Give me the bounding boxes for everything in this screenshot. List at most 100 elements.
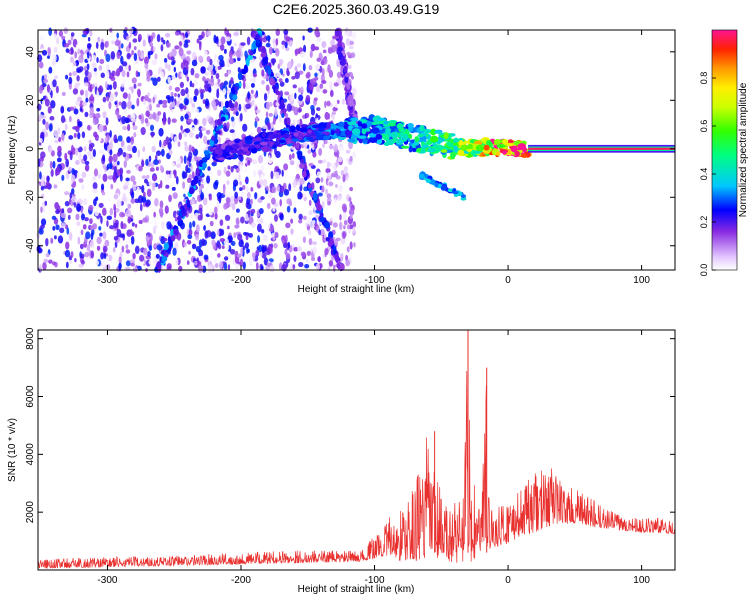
spectrogram-cell — [286, 117, 291, 126]
spectrogram-cell — [125, 260, 131, 267]
spectrogram-cell — [211, 161, 217, 167]
spectrogram-cell — [263, 92, 268, 102]
spectrogram-cell — [244, 178, 249, 183]
spectrogram-cell — [180, 35, 184, 43]
spectrogram-cell — [131, 104, 135, 110]
spectrogram-cell — [138, 165, 143, 172]
spectrogram-cell — [325, 236, 331, 242]
spectrogram-cell — [116, 107, 119, 112]
spectrogram-cell — [162, 237, 168, 242]
spectrogram-cell — [228, 140, 236, 145]
spectrogram-cell — [110, 137, 114, 143]
spectrogram-cell — [174, 217, 178, 222]
spectrogram-cell — [223, 48, 227, 54]
spectrogram-cell — [446, 141, 452, 146]
spectrogram-cell — [207, 62, 214, 72]
spectrogram-cell — [175, 258, 179, 266]
spectrogram-cell — [88, 144, 93, 152]
spectrogram-cell — [217, 157, 226, 161]
spectrogram-cell — [75, 147, 79, 156]
spectrogram-cell — [77, 132, 81, 140]
spectrogram-cell — [90, 93, 94, 100]
spectrogram-cell — [89, 30, 93, 37]
spectrogram-cell — [182, 181, 186, 189]
spectrogram-cell — [56, 157, 62, 163]
spectrogram-cell — [102, 154, 106, 162]
spectrogram-cell — [326, 122, 331, 129]
spectrogram-cell — [256, 126, 262, 134]
spectrogram-cell — [169, 239, 173, 248]
spectrogram-cell — [273, 214, 278, 222]
spectrogram-cell — [252, 73, 258, 78]
spectrogram-cell — [116, 151, 121, 157]
spectrogram-cell — [132, 121, 136, 127]
spectrogram-cell — [70, 251, 74, 258]
spectrogram-cell — [75, 160, 80, 166]
x-tick-label: -300 — [97, 275, 117, 286]
spectrogram-cell — [215, 65, 218, 72]
spectrogram-cell — [52, 261, 56, 266]
spectrogram-cell — [211, 100, 217, 108]
spectrogram-cell — [164, 32, 171, 38]
spectrogram-cell — [147, 92, 151, 97]
spectrogram-cell — [142, 39, 147, 47]
spectrogram-cell — [330, 39, 336, 47]
spectrogram-cell — [267, 124, 271, 131]
spectrogram-cell — [195, 134, 200, 140]
spectrogram-cell — [98, 202, 104, 208]
spectrogram-cell — [67, 214, 71, 220]
spectrogram-cell — [240, 216, 245, 224]
spectrogram-cell — [184, 128, 191, 134]
spectrogram-cell — [262, 178, 268, 188]
spectrogram-cell — [217, 66, 222, 70]
spectrogram-cell — [145, 110, 150, 117]
spectrogram-cell — [170, 234, 176, 242]
spectrogram-cell — [58, 30, 64, 37]
spectrogram-cell — [208, 170, 213, 175]
spectrogram-cell — [249, 51, 254, 56]
spectrogram-cell — [102, 96, 107, 103]
spectrogram-cell — [198, 185, 202, 195]
spectrogram-cell — [440, 185, 447, 191]
spectrogram-cell — [279, 81, 285, 87]
spectrogram-cell — [121, 69, 126, 78]
spectrogram-cell — [255, 109, 261, 114]
spectrogram-cell — [96, 245, 101, 251]
spectrogram-cell — [157, 76, 161, 82]
snr-panel: -300 -200 -100 0 100 2000 4000 6000 8000 Height… — [7, 327, 676, 595]
spectrogram-cell — [104, 136, 108, 144]
spectrogram-cell — [151, 145, 156, 153]
spectrogram-cell — [324, 248, 327, 258]
spectrogram-cell — [306, 250, 311, 256]
spectrogram-cell — [154, 53, 158, 60]
spectrogram-cell — [295, 124, 301, 132]
spectrogram-cell — [230, 166, 234, 173]
spectrogram-cell — [42, 261, 47, 271]
spectrogram-cell — [307, 149, 312, 154]
spectrogram-cell — [57, 145, 62, 153]
spectrogram-cell — [174, 92, 177, 97]
spectrogram-cell — [339, 94, 343, 100]
spectrogram-cell — [90, 232, 94, 240]
spectrogram-cell — [194, 73, 200, 79]
spectrogram-cell — [83, 154, 88, 162]
spectrogram-cell — [275, 28, 280, 37]
spectrogram-cell — [65, 48, 70, 53]
spectrogram-cell — [231, 143, 240, 150]
spectrogram-cell — [113, 134, 118, 143]
spectrogram-cell — [180, 61, 186, 70]
spectrogram-cell — [141, 185, 145, 194]
spectrogram-cell — [346, 246, 350, 253]
spectrogram-cell — [234, 224, 240, 229]
spectrogram-cell — [155, 224, 158, 229]
spectrogram-cell — [66, 227, 70, 235]
spectrogram-cell — [165, 170, 170, 175]
spectrogram-cell — [102, 111, 107, 119]
colorbar-tick-label: 0.8 — [699, 72, 709, 85]
spectrogram-cell — [224, 100, 230, 109]
spectrogram-cell — [451, 190, 459, 195]
spectrogram-cell — [346, 28, 350, 37]
spectrogram-cell — [377, 117, 386, 121]
spectrogram-cell — [178, 41, 183, 47]
spectrogram-cell — [247, 248, 250, 253]
